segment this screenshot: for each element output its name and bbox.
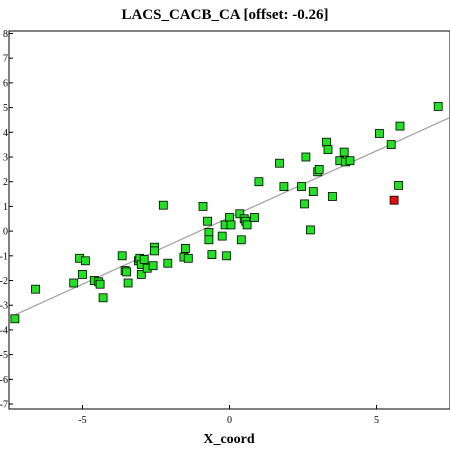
data-point [163,258,173,268]
y-tick-label: -6 [0,375,8,386]
data-point [433,102,443,111]
x-tick-label: -5 [78,415,86,426]
data-point [297,182,306,192]
data-point [217,231,227,241]
y-tick-label: -7 [0,400,8,411]
data-point [117,251,127,261]
data-point [139,255,149,264]
data-point [254,177,264,187]
data-point [308,187,318,197]
data-point [339,147,349,157]
data-point [207,250,217,260]
data-point [123,278,133,288]
data-point [226,220,236,230]
data-point [322,137,331,147]
data-point [301,152,311,162]
data-point [250,213,259,222]
data-point [69,278,79,288]
y-tick-label: -1 [0,251,8,262]
data-point [148,261,158,271]
y-tick-label: 5 [3,103,8,114]
data-point [305,225,315,235]
data-point [275,158,284,168]
y-tick-label: -3 [0,301,8,312]
y-tick-label: 1 [3,202,8,213]
data-point [395,121,405,131]
y-axis: -7 -6 -5 -4 -3 -2 -1 0 1 2 3 4 5 6 7 8 [0,29,13,411]
data-point [198,201,208,211]
data-point [323,145,333,155]
data-point [183,253,193,263]
y-tick-label: 7 [3,54,8,65]
points-layer [10,102,443,324]
data-point [81,256,90,266]
data-point [98,293,108,303]
x-axis-label: X_coord [203,432,255,447]
data-point [394,180,404,190]
data-point [386,140,396,150]
y-tick-label: 0 [3,227,8,238]
y-tick-label: 4 [3,128,8,139]
data-point [78,269,87,279]
data-point [31,284,40,294]
data-point [374,129,384,138]
data-point [389,195,399,205]
data-point [204,235,214,245]
data-point [150,246,159,256]
data-point [242,220,252,230]
data-point [204,227,214,237]
data-point [158,200,168,210]
y-tick-label: 2 [3,177,8,188]
data-point [10,314,20,324]
data-point [236,235,246,245]
y-tick-label: -2 [0,276,8,287]
data-point [314,164,324,174]
y-tick-label: -4 [0,325,8,336]
x-axis: -5 0 5 [78,405,379,426]
y-tick-label: -5 [0,350,8,361]
data-point [95,279,105,289]
data-point [327,192,337,201]
data-point [203,216,212,226]
data-point [300,199,309,209]
data-point [136,269,146,279]
data-point [122,267,131,277]
data-point [222,251,232,261]
data-point [345,156,355,166]
data-point [279,182,289,192]
y-tick-label: 8 [3,29,8,40]
data-point [225,213,234,222]
chart-title: LACS_CACB_CA [offset: -0.26] [121,7,328,23]
x-tick-label: 0 [227,415,232,426]
x-tick-label: 5 [374,415,379,426]
y-tick-label: 3 [3,153,8,164]
y-tick-label: 6 [3,78,8,89]
data-point [180,243,190,253]
